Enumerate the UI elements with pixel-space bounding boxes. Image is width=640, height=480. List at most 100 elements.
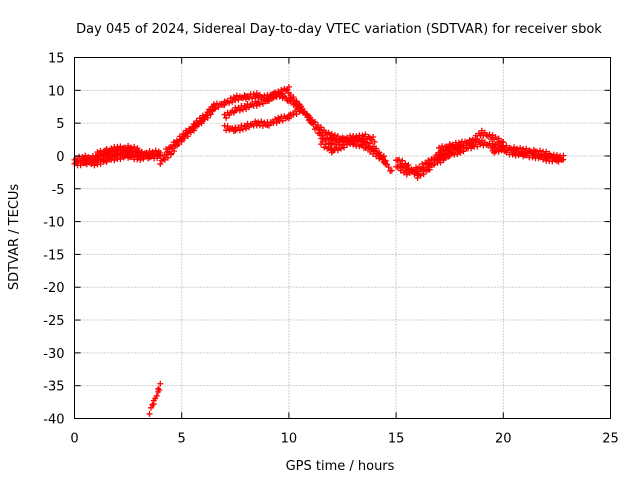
data-point	[167, 151, 174, 158]
data-point	[304, 111, 311, 118]
data-point	[285, 115, 292, 122]
data-point	[293, 98, 300, 105]
data-point	[540, 156, 547, 163]
data-point	[406, 170, 413, 177]
data-point	[157, 380, 164, 387]
data-point	[492, 134, 499, 141]
data-point	[198, 118, 205, 125]
data-point	[310, 119, 317, 126]
data-point	[417, 172, 424, 179]
data-point	[223, 114, 230, 121]
data-point	[396, 156, 403, 163]
data-point	[293, 111, 300, 118]
data-point	[149, 152, 156, 159]
data-point	[313, 124, 320, 131]
data-point	[425, 157, 432, 164]
data-point	[431, 161, 438, 168]
data-point	[243, 105, 250, 112]
data-point	[560, 156, 567, 163]
data-points	[71, 83, 567, 417]
data-point	[420, 171, 427, 178]
data-point	[233, 92, 240, 99]
data-point	[224, 123, 231, 130]
data-point	[229, 98, 236, 105]
data-point	[196, 115, 203, 122]
data-point	[169, 143, 176, 150]
data-point	[537, 147, 544, 154]
data-point	[235, 96, 242, 103]
data-point	[285, 83, 292, 90]
data-point	[109, 148, 116, 155]
x-tick-label: 20	[495, 432, 512, 447]
data-point	[507, 147, 514, 154]
data-point	[478, 137, 485, 144]
data-point	[399, 157, 406, 164]
data-point	[478, 127, 485, 134]
data-point	[226, 99, 233, 106]
data-point	[399, 164, 406, 171]
data-point	[204, 112, 211, 119]
data-point	[138, 152, 145, 159]
data-point	[388, 167, 395, 174]
data-point	[319, 132, 326, 139]
x-tick-label: 0	[70, 432, 78, 447]
data-point	[321, 144, 328, 151]
y-tick-label: -40	[43, 413, 64, 428]
data-point	[243, 125, 250, 132]
y-tick-label: 15	[48, 52, 65, 67]
data-point	[370, 143, 377, 150]
data-point	[495, 148, 502, 155]
data-point	[97, 160, 104, 167]
data-point	[396, 163, 403, 170]
data-point	[457, 149, 464, 156]
data-point	[131, 143, 138, 150]
data-point	[426, 160, 433, 167]
data-point	[354, 137, 361, 144]
data-point	[437, 148, 444, 155]
data-point	[153, 392, 160, 399]
y-tick-label: -5	[52, 183, 65, 198]
data-point	[253, 90, 260, 97]
data-point	[212, 105, 219, 112]
data-point	[227, 95, 234, 102]
data-point	[215, 104, 222, 111]
data-point	[417, 165, 424, 172]
data-point	[337, 145, 344, 152]
data-point	[273, 119, 280, 126]
data-point	[296, 101, 303, 108]
data-point	[111, 157, 118, 164]
data-point	[137, 157, 144, 164]
data-point	[164, 154, 171, 161]
y-tick-label: -15	[43, 248, 64, 263]
data-point	[149, 401, 156, 408]
data-point	[290, 94, 297, 101]
data-point	[171, 148, 178, 155]
data-point	[278, 90, 285, 97]
data-point	[307, 116, 314, 123]
y-tick-label: -35	[43, 380, 64, 395]
y-tick-label: 0	[56, 150, 64, 165]
data-point	[555, 158, 562, 165]
data-point	[132, 148, 139, 155]
data-point	[178, 136, 185, 143]
data-point	[249, 95, 256, 102]
y-tick-label: 5	[56, 117, 64, 132]
data-point	[426, 166, 433, 173]
x-tick-label: 5	[178, 432, 186, 447]
y-tick-label: -10	[43, 216, 64, 231]
data-point	[325, 129, 332, 136]
data-point	[152, 150, 159, 157]
data-point	[236, 107, 243, 114]
data-point	[547, 153, 554, 160]
data-point	[147, 404, 154, 411]
data-point	[517, 144, 524, 151]
axis-ticks: 0 5 10 15 20 25 15 10 5 0 -5 -10 -15 -20 -25 -30 -35 -40	[43, 52, 619, 447]
data-point	[129, 147, 136, 154]
data-point	[341, 144, 348, 151]
data-point	[207, 107, 214, 114]
y-tick-label: -25	[43, 314, 64, 329]
x-axis-label: GPS time / hours	[286, 459, 395, 474]
data-point	[108, 145, 115, 152]
data-point	[156, 387, 163, 394]
